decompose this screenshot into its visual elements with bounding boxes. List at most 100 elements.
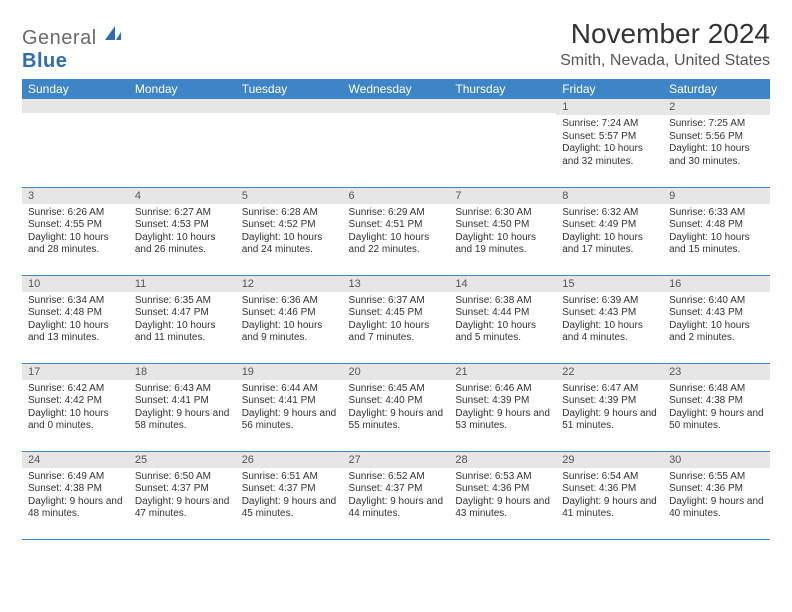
calendar-row: 17Sunrise: 6:42 AMSunset: 4:42 PMDayligh… — [22, 363, 770, 451]
cell-body: Sunrise: 6:51 AMSunset: 4:37 PMDaylight:… — [236, 468, 343, 525]
day-number: 12 — [236, 276, 343, 292]
sunrise-text: Sunrise: 6:50 AM — [135, 471, 230, 484]
sunrise-text: Sunrise: 6:33 AM — [669, 207, 764, 220]
day-number: 8 — [556, 188, 663, 204]
sunset-text: Sunset: 4:43 PM — [669, 307, 764, 320]
calendar-cell: 14Sunrise: 6:38 AMSunset: 4:44 PMDayligh… — [449, 275, 556, 363]
logo-text-blue: Blue — [22, 50, 67, 72]
calendar-cell: 22Sunrise: 6:47 AMSunset: 4:39 PMDayligh… — [556, 363, 663, 451]
sunset-text: Sunset: 4:38 PM — [28, 483, 123, 496]
brand-logo: General Blue — [22, 18, 123, 73]
cell-body — [449, 113, 556, 120]
sunrise-text: Sunrise: 6:42 AM — [28, 383, 123, 396]
cell-body: Sunrise: 6:39 AMSunset: 4:43 PMDaylight:… — [556, 292, 663, 349]
cell-body — [343, 113, 450, 120]
sunset-text: Sunset: 5:57 PM — [562, 131, 657, 144]
daylight-text: Daylight: 9 hours and 55 minutes. — [349, 408, 444, 433]
weekday-head: Saturday — [663, 79, 770, 99]
day-number: 9 — [663, 188, 770, 204]
sunrise-text: Sunrise: 6:30 AM — [455, 207, 550, 220]
daylight-text: Daylight: 10 hours and 32 minutes. — [562, 143, 657, 168]
calendar-cell: 3Sunrise: 6:26 AMSunset: 4:55 PMDaylight… — [22, 187, 129, 275]
sunset-text: Sunset: 4:43 PM — [562, 307, 657, 320]
daylight-text: Daylight: 9 hours and 44 minutes. — [349, 496, 444, 521]
calendar-table: Sunday Monday Tuesday Wednesday Thursday… — [22, 79, 770, 540]
day-number: 24 — [22, 452, 129, 468]
day-number: 2 — [663, 99, 770, 115]
daylight-text: Daylight: 9 hours and 41 minutes. — [562, 496, 657, 521]
daylight-text: Daylight: 10 hours and 11 minutes. — [135, 320, 230, 345]
calendar-cell: 7Sunrise: 6:30 AMSunset: 4:50 PMDaylight… — [449, 187, 556, 275]
day-number — [129, 99, 236, 113]
daylight-text: Daylight: 9 hours and 40 minutes. — [669, 496, 764, 521]
day-number: 17 — [22, 364, 129, 380]
day-number: 20 — [343, 364, 450, 380]
calendar-cell: 9Sunrise: 6:33 AMSunset: 4:48 PMDaylight… — [663, 187, 770, 275]
cell-body: Sunrise: 6:50 AMSunset: 4:37 PMDaylight:… — [129, 468, 236, 525]
day-number: 5 — [236, 188, 343, 204]
sunset-text: Sunset: 4:46 PM — [242, 307, 337, 320]
sunrise-text: Sunrise: 6:43 AM — [135, 383, 230, 396]
daylight-text: Daylight: 10 hours and 15 minutes. — [669, 232, 764, 257]
sunrise-text: Sunrise: 7:24 AM — [562, 118, 657, 131]
sunset-text: Sunset: 4:36 PM — [669, 483, 764, 496]
calendar-cell: 21Sunrise: 6:46 AMSunset: 4:39 PMDayligh… — [449, 363, 556, 451]
daylight-text: Daylight: 9 hours and 43 minutes. — [455, 496, 550, 521]
weekday-head: Friday — [556, 79, 663, 99]
sunrise-text: Sunrise: 6:37 AM — [349, 295, 444, 308]
day-number: 27 — [343, 452, 450, 468]
sunset-text: Sunset: 5:56 PM — [669, 131, 764, 144]
day-number: 18 — [129, 364, 236, 380]
cell-body: Sunrise: 6:36 AMSunset: 4:46 PMDaylight:… — [236, 292, 343, 349]
daylight-text: Daylight: 10 hours and 22 minutes. — [349, 232, 444, 257]
sunrise-text: Sunrise: 6:47 AM — [562, 383, 657, 396]
sunrise-text: Sunrise: 6:39 AM — [562, 295, 657, 308]
cell-body: Sunrise: 6:37 AMSunset: 4:45 PMDaylight:… — [343, 292, 450, 349]
day-number: 28 — [449, 452, 556, 468]
location: Smith, Nevada, United States — [560, 52, 770, 70]
calendar-cell: 12Sunrise: 6:36 AMSunset: 4:46 PMDayligh… — [236, 275, 343, 363]
calendar-cell: 20Sunrise: 6:45 AMSunset: 4:40 PMDayligh… — [343, 363, 450, 451]
day-number: 7 — [449, 188, 556, 204]
sunrise-text: Sunrise: 6:45 AM — [349, 383, 444, 396]
day-number: 4 — [129, 188, 236, 204]
day-number — [22, 99, 129, 113]
header: General Blue November 2024 Smith, Nevada… — [22, 18, 770, 73]
calendar-cell: 30Sunrise: 6:55 AMSunset: 4:36 PMDayligh… — [663, 451, 770, 539]
daylight-text: Daylight: 10 hours and 19 minutes. — [455, 232, 550, 257]
calendar-cell: 24Sunrise: 6:49 AMSunset: 4:38 PMDayligh… — [22, 451, 129, 539]
cell-body: Sunrise: 7:24 AMSunset: 5:57 PMDaylight:… — [556, 115, 663, 172]
cell-body: Sunrise: 6:28 AMSunset: 4:52 PMDaylight:… — [236, 204, 343, 261]
sunrise-text: Sunrise: 6:29 AM — [349, 207, 444, 220]
cell-body: Sunrise: 6:33 AMSunset: 4:48 PMDaylight:… — [663, 204, 770, 261]
daylight-text: Daylight: 10 hours and 17 minutes. — [562, 232, 657, 257]
logo-text-general: General — [22, 27, 97, 49]
cell-body: Sunrise: 6:48 AMSunset: 4:38 PMDaylight:… — [663, 380, 770, 437]
daylight-text: Daylight: 10 hours and 28 minutes. — [28, 232, 123, 257]
calendar-cell: 5Sunrise: 6:28 AMSunset: 4:52 PMDaylight… — [236, 187, 343, 275]
cell-body: Sunrise: 6:53 AMSunset: 4:36 PMDaylight:… — [449, 468, 556, 525]
daylight-text: Daylight: 9 hours and 56 minutes. — [242, 408, 337, 433]
day-number: 26 — [236, 452, 343, 468]
sunrise-text: Sunrise: 6:27 AM — [135, 207, 230, 220]
sunset-text: Sunset: 4:49 PM — [562, 219, 657, 232]
daylight-text: Daylight: 10 hours and 5 minutes. — [455, 320, 550, 345]
sunrise-text: Sunrise: 6:36 AM — [242, 295, 337, 308]
sunset-text: Sunset: 4:55 PM — [28, 219, 123, 232]
cell-body: Sunrise: 6:29 AMSunset: 4:51 PMDaylight:… — [343, 204, 450, 261]
sunrise-text: Sunrise: 6:53 AM — [455, 471, 550, 484]
daylight-text: Daylight: 9 hours and 51 minutes. — [562, 408, 657, 433]
calendar-cell: 16Sunrise: 6:40 AMSunset: 4:43 PMDayligh… — [663, 275, 770, 363]
calendar-cell: 15Sunrise: 6:39 AMSunset: 4:43 PMDayligh… — [556, 275, 663, 363]
day-number: 6 — [343, 188, 450, 204]
calendar-cell: 10Sunrise: 6:34 AMSunset: 4:48 PMDayligh… — [22, 275, 129, 363]
cell-body — [22, 113, 129, 120]
page-title: November 2024 — [560, 18, 770, 50]
sunset-text: Sunset: 4:38 PM — [669, 395, 764, 408]
daylight-text: Daylight: 9 hours and 58 minutes. — [135, 408, 230, 433]
cell-body: Sunrise: 6:46 AMSunset: 4:39 PMDaylight:… — [449, 380, 556, 437]
sunset-text: Sunset: 4:37 PM — [349, 483, 444, 496]
day-number: 30 — [663, 452, 770, 468]
sunset-text: Sunset: 4:47 PM — [135, 307, 230, 320]
sunset-text: Sunset: 4:53 PM — [135, 219, 230, 232]
